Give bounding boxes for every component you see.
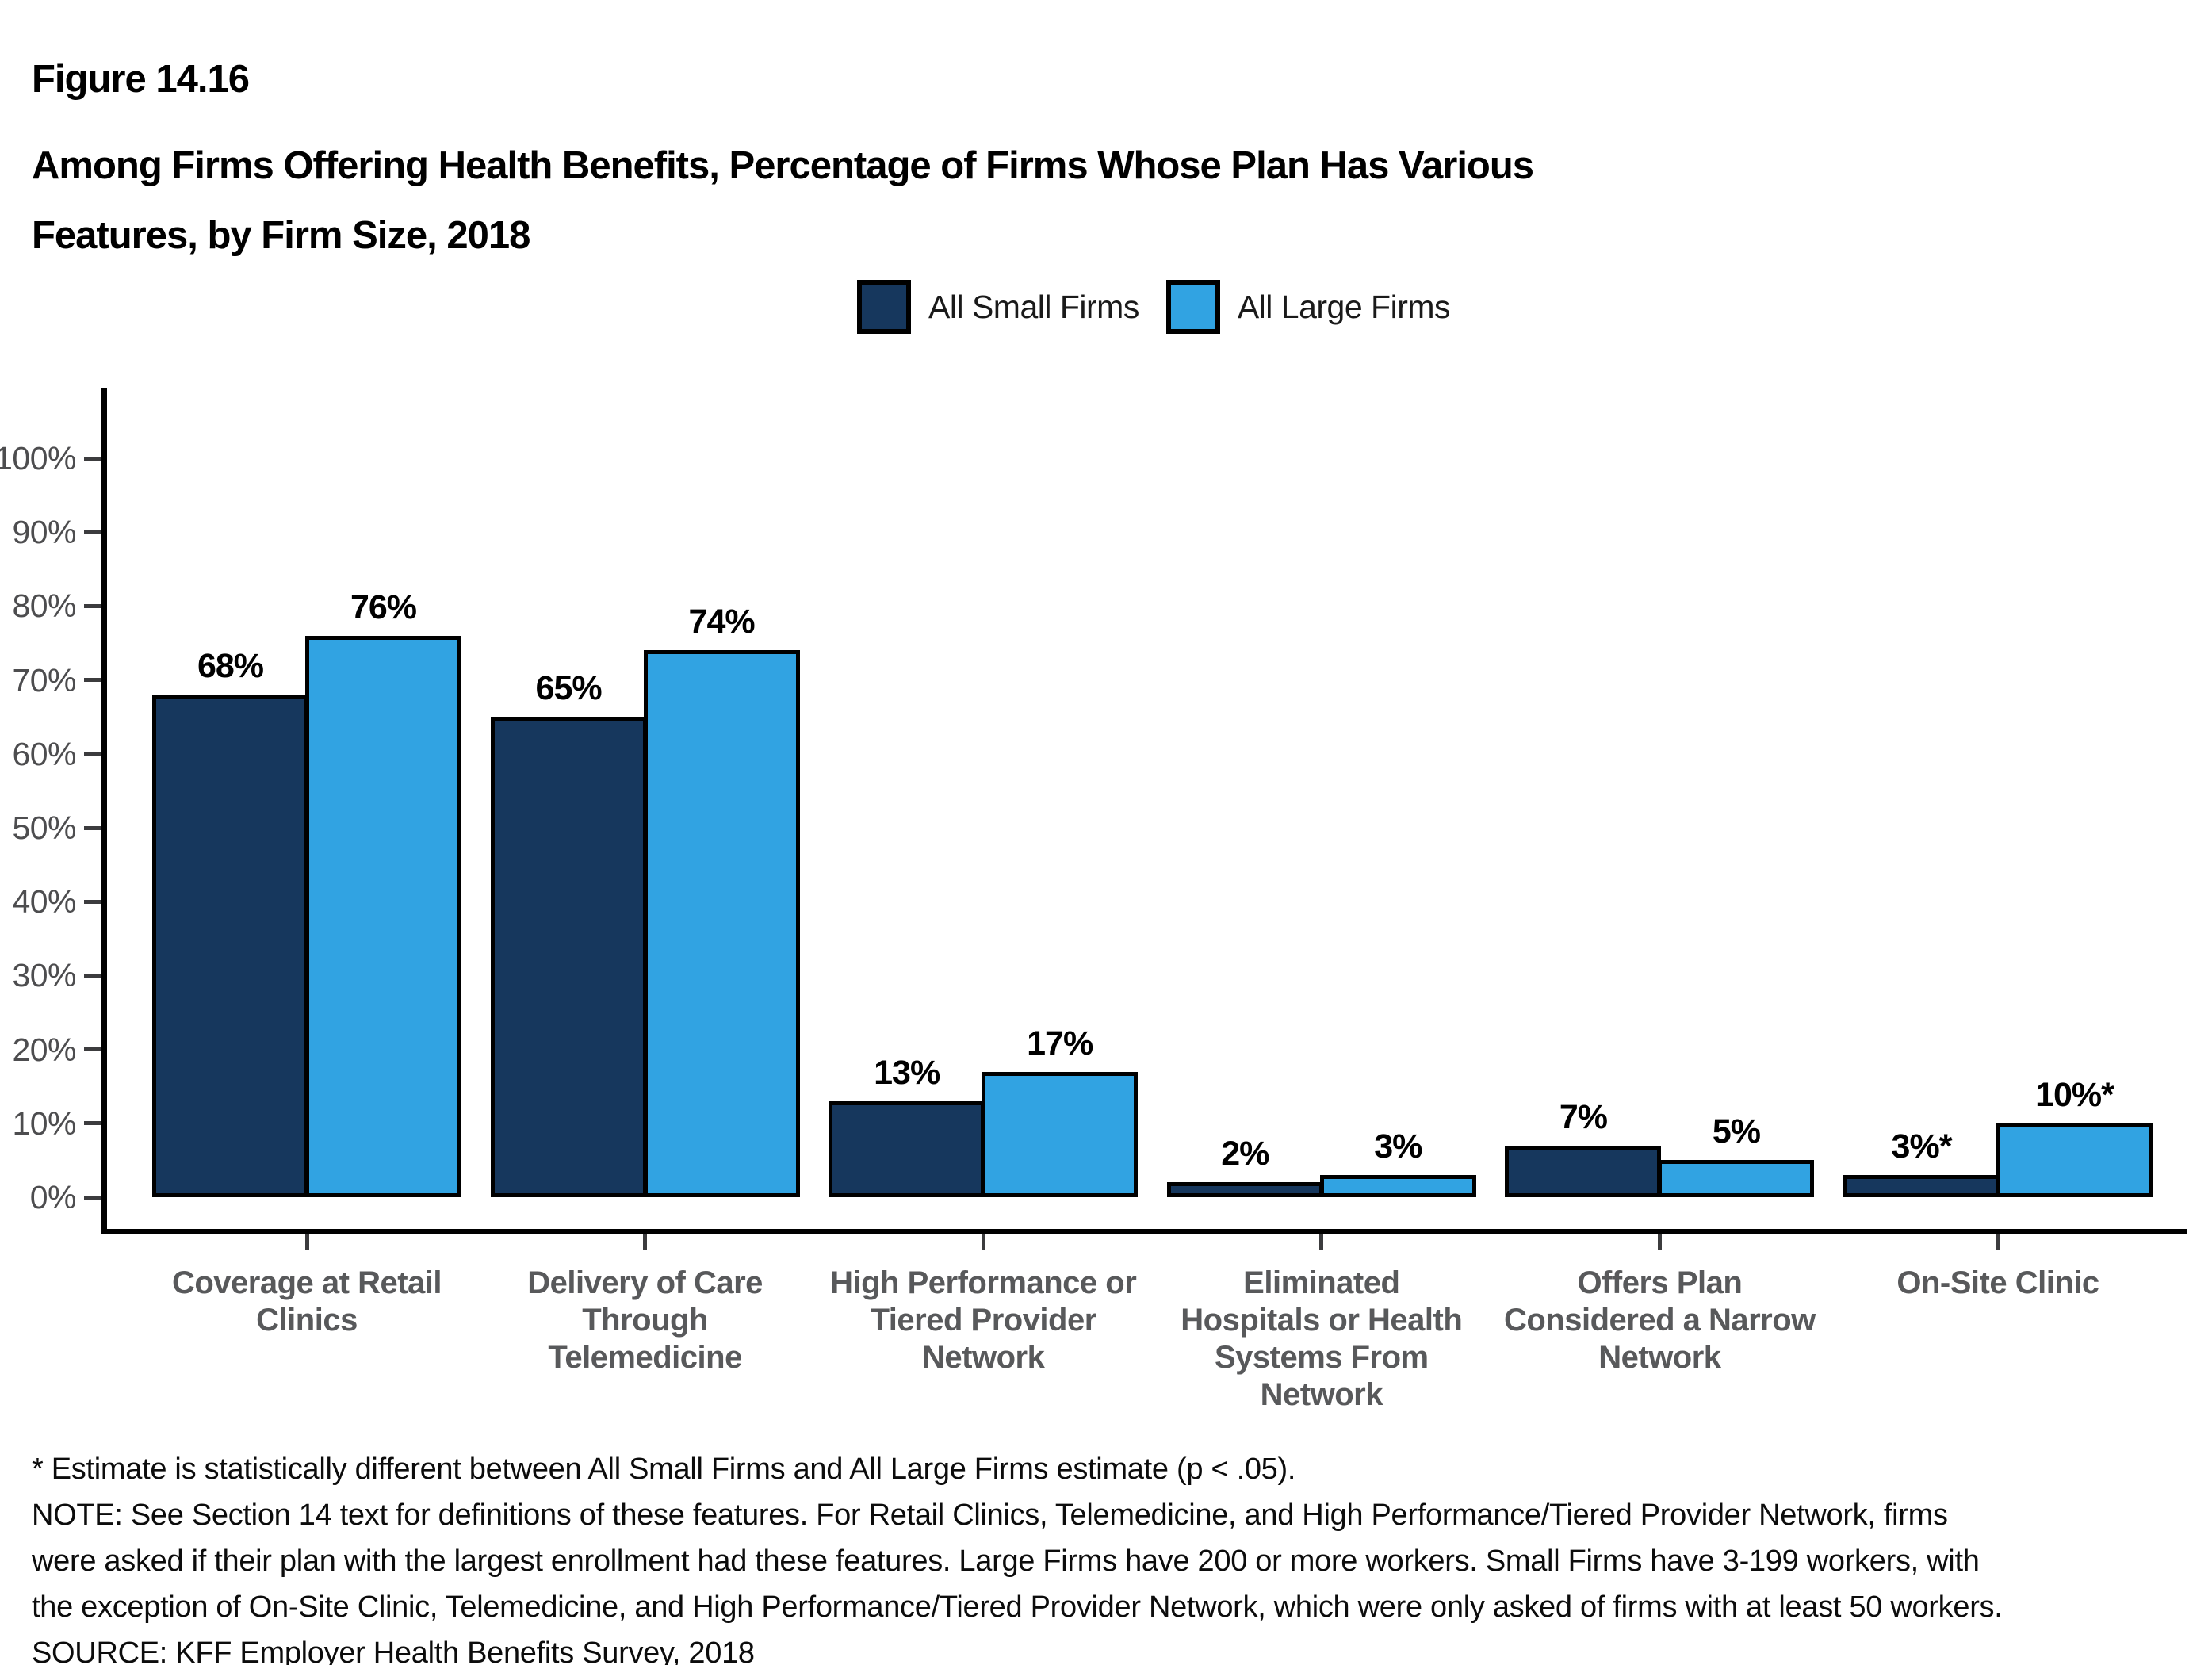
bar-value-label: 3%: [1374, 1127, 1422, 1166]
y-axis-tick-mark: [84, 825, 101, 830]
bar-value-label: 10%*: [2035, 1075, 2114, 1114]
y-axis-line: [101, 388, 107, 1234]
category-label: Offers Plan Considered a Narrow Network: [1503, 1265, 1816, 1375]
legend-entry-small-firms: All Small Firms: [857, 280, 1139, 334]
bar-small-firms: [1843, 1175, 2000, 1197]
y-axis-tick-label: 90%: [12, 514, 76, 551]
footnote-line: NOTE: See Section 14 text for definition…: [32, 1498, 1948, 1532]
y-axis-tick-mark: [84, 1121, 101, 1126]
bar-small-firms: [490, 717, 647, 1197]
bar-value-label: 2%: [1221, 1135, 1269, 1173]
y-axis-tick-label: 20%: [12, 1031, 76, 1068]
bar-value-label: 76%: [350, 588, 417, 626]
x-axis-tick-mark: [1657, 1234, 1662, 1250]
footnotes: * Estimate is statistically different be…: [32, 1446, 2188, 1665]
y-axis-tick-label: 10%: [12, 1104, 76, 1142]
bar-large-firms: [643, 650, 800, 1197]
bar-value-label: 74%: [688, 603, 756, 641]
footnote-line: SOURCE: KFF Employer Health Benefits Sur…: [32, 1636, 755, 1665]
category-label: High Performance or Tiered Provider Netw…: [830, 1265, 1137, 1375]
y-axis-tick-label: 60%: [12, 735, 76, 772]
category-label: Eliminated Hospitals or Health Systems F…: [1181, 1265, 1463, 1412]
footnote-line: * Estimate is statistically different be…: [32, 1453, 1296, 1486]
legend: All Small Firms All Large Firms: [48, 273, 2212, 341]
y-axis-tick-mark: [84, 456, 101, 461]
y-axis-tick-label: 40%: [12, 883, 76, 921]
legend-swatch-icon: [857, 280, 911, 334]
figure-number-title: Figure 14.16: [32, 58, 250, 101]
y-axis-tick-mark: [84, 1047, 101, 1052]
y-axis-tick-label: 70%: [12, 661, 76, 699]
y-axis-tick-label: 50%: [12, 810, 76, 846]
footnote-line: were asked if their plan with the larges…: [32, 1544, 1980, 1578]
figure-subtitle: Among Firms Offering Health Benefits, Pe…: [32, 131, 1534, 270]
bar-value-label: 3%*: [1891, 1127, 1953, 1166]
bar-value-label: 5%: [1712, 1112, 1761, 1151]
legend-entry-large-firms: All Large Firms: [1165, 280, 1451, 334]
bar-small-firms: [829, 1100, 985, 1197]
y-axis-tick-mark: [84, 603, 101, 608]
y-axis-tick-label: 0%: [29, 1179, 77, 1215]
bar-large-firms: [305, 635, 461, 1197]
y-axis-tick-label: 80%: [12, 588, 76, 625]
figure-subtitle-line-2: Features, by Firm Size, 2018: [32, 214, 530, 257]
plot-area: 0% 10% 20% 30% 40% 50% 60% 70% 80% 90% 100% Coverag…: [0, 388, 2187, 1412]
bar-value-label: 68%: [197, 647, 264, 686]
x-axis-tick-mark: [981, 1234, 985, 1250]
bar-value-label: 65%: [535, 669, 603, 708]
bar-value-label: 17%: [1027, 1024, 1093, 1062]
x-axis-tick-mark: [643, 1234, 648, 1250]
footnote-line: the exception of On-Site Clinic, Telemed…: [32, 1590, 2003, 1624]
x-axis-tick-mark: [304, 1234, 309, 1250]
category-label: On-Site Clinic: [1896, 1265, 2099, 1300]
bar-small-firms: [152, 695, 308, 1197]
y-axis-tick-label: 30%: [12, 957, 76, 994]
y-axis-tick-mark: [84, 752, 101, 756]
x-axis-tick-mark: [1996, 1234, 2000, 1250]
y-axis-tick-mark: [84, 899, 101, 904]
y-axis-tick-mark: [84, 973, 101, 978]
bar-large-firms: [982, 1071, 1139, 1197]
bar-large-firms: [1658, 1160, 1815, 1197]
bar-value-label: 7%: [1559, 1097, 1608, 1136]
bar-small-firms: [1505, 1145, 1662, 1197]
x-axis-tick-mark: [1319, 1234, 1324, 1250]
bar-large-firms: [1319, 1175, 1476, 1197]
bar-value-label: 13%: [874, 1053, 940, 1092]
x-axis-line: [101, 1229, 2187, 1234]
category-label: Coverage at Retail Clinics: [171, 1265, 442, 1338]
legend-label: All Large Firms: [1237, 288, 1451, 325]
y-axis-tick-mark: [84, 530, 101, 534]
bar-large-firms: [1996, 1123, 2153, 1197]
y-axis-tick-mark: [84, 678, 101, 683]
y-axis-tick-label: 100%: [0, 440, 77, 477]
y-axis-tick-mark: [84, 1195, 101, 1200]
category-label: Delivery of Care Through Telemedicine: [527, 1265, 763, 1375]
legend-label: All Small Firms: [928, 288, 1139, 325]
figure-subtitle-line-1: Among Firms Offering Health Benefits, Pe…: [32, 144, 1534, 187]
bar-small-firms: [1166, 1182, 1323, 1197]
legend-swatch-icon: [1165, 280, 1220, 334]
